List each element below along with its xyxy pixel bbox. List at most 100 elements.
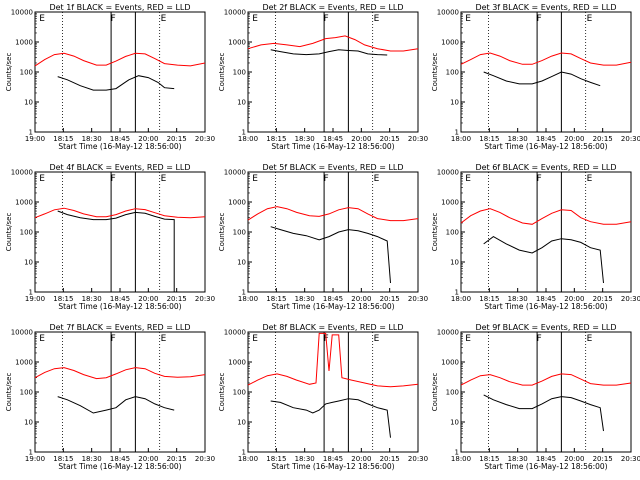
x-tick-label: 20:00 (564, 135, 584, 143)
y-tick-label: 1000 (228, 199, 246, 207)
interval-marker-label: E (587, 334, 593, 344)
x-tick-label: 18:00 (451, 135, 471, 143)
y-axis-label: Counts/sec (218, 53, 226, 92)
x-tick-label: 18:30 (82, 295, 102, 303)
x-tick-label: 20:30 (621, 295, 640, 303)
y-tick-label: 100 (20, 389, 33, 397)
x-axis-label: Start Time (16-May-12 18:56:00) (271, 302, 394, 311)
x-axis-label: Start Time (16-May-12 18:56:00) (484, 462, 607, 471)
y-axis-label: Counts/sec (431, 53, 439, 92)
plot-frame (34, 171, 206, 293)
interval-marker-label: E (161, 174, 167, 184)
y-tick-label: 100 (20, 69, 33, 77)
interval-marker-label: E (161, 14, 167, 24)
series-lld (34, 207, 206, 219)
x-tick-label: 18:15 (479, 455, 499, 463)
y-tick-label: 10 (450, 419, 459, 427)
x-tick-label: 20:15 (380, 295, 400, 303)
interval-marker-label: F (323, 174, 328, 184)
y-tick-label: 10000 (437, 329, 459, 337)
x-tick-label: 18:45 (536, 295, 556, 303)
x-tick-label: 18:15 (53, 455, 73, 463)
x-tick-label: 18:45 (110, 295, 130, 303)
x-tick-label: 18:00 (451, 455, 471, 463)
chart-panel-7: Det 7f BLACK = Events, RED = LLD 1 10 100 10… (5, 323, 215, 471)
y-tick-label: 10000 (224, 329, 246, 337)
panel-title: Det 1f BLACK = Events, RED = LLD (49, 3, 190, 12)
x-tick-label: 20:00 (351, 295, 371, 303)
series-lld (460, 52, 632, 66)
x-axis-label: Start Time (16-May-12 18:56:00) (484, 142, 607, 151)
panel-title: Det 9f BLACK = Events, RED = LLD (475, 323, 616, 332)
series-lld (247, 206, 419, 222)
x-tick-label: 18:15 (479, 135, 499, 143)
interval-marker-label: F (536, 334, 541, 344)
y-tick-label: 1000 (15, 359, 33, 367)
interval-marker-label: E (374, 334, 380, 344)
x-tick-label: 20:15 (167, 455, 187, 463)
y-tick-label: 100 (233, 69, 246, 77)
x-tick-label: 20:30 (408, 295, 428, 303)
series-events (57, 210, 175, 292)
chart-panel-3: Det 3f BLACK = Events, RED = LLD 1 10 100 10… (431, 3, 640, 151)
panel-title: Det 5f BLACK = Events, RED = LLD (262, 163, 403, 172)
y-tick-label: 10 (24, 259, 33, 267)
y-tick-label: 1 (242, 289, 246, 297)
series-lld (247, 332, 419, 388)
y-axis-label: Counts/sec (218, 373, 226, 412)
x-tick-label: 20:15 (167, 135, 187, 143)
interval-marker-label: E (252, 174, 258, 184)
y-tick-label: 100 (446, 69, 459, 77)
y-tick-label: 1000 (441, 199, 459, 207)
x-axis-label: Start Time (16-May-12 18:56:00) (484, 302, 607, 311)
x-tick-label: 18:30 (295, 455, 315, 463)
interval-marker-label: F (110, 174, 115, 184)
x-axis-label: Start Time (16-May-12 18:56:00) (58, 142, 181, 151)
chart-panel-1: Det 1f BLACK = Events, RED = LLD 1 10 100 10… (5, 3, 215, 151)
y-tick-label: 1000 (228, 359, 246, 367)
y-tick-label: 1000 (441, 359, 459, 367)
x-tick-label: 18:45 (110, 455, 130, 463)
x-tick-label: 18:45 (323, 455, 343, 463)
y-tick-label: 1 (455, 289, 459, 297)
x-tick-label: 18:00 (238, 135, 258, 143)
series-events (270, 398, 391, 438)
interval-marker-label: F (536, 14, 541, 24)
interval-marker-label: F (323, 14, 328, 24)
y-tick-label: 1 (29, 289, 33, 297)
interval-marker-label: E (39, 334, 45, 344)
x-axis-label: Start Time (16-May-12 18:56:00) (58, 462, 181, 471)
x-tick-label: 20:00 (138, 455, 158, 463)
plot-frame (460, 331, 632, 453)
x-tick-label: 18:45 (536, 135, 556, 143)
chart-panel-8: Det 8f BLACK = Events, RED = LLD 1 10 100 10… (218, 323, 428, 471)
y-tick-label: 10 (24, 419, 33, 427)
y-tick-label: 10 (450, 259, 459, 267)
y-tick-label: 10 (237, 259, 246, 267)
x-axis-label: Start Time (16-May-12 18:56:00) (58, 302, 181, 311)
x-axis-label: Start Time (16-May-12 18:56:00) (271, 462, 394, 471)
series-lld (460, 373, 632, 386)
y-axis-label: Counts/sec (5, 53, 13, 92)
y-tick-label: 10000 (224, 9, 246, 17)
y-axis-label: Counts/sec (431, 213, 439, 252)
y-axis-label: Counts/sec (431, 373, 439, 412)
x-tick-label: 20:15 (593, 295, 613, 303)
x-tick-label: 20:30 (621, 135, 640, 143)
plot-frame (247, 331, 419, 453)
panel-title: Det 6f BLACK = Events, RED = LLD (475, 163, 616, 172)
plot-frame (247, 171, 419, 293)
chart-panel-4: Det 4f BLACK = Events, RED = LLD 1 10 100 10… (5, 163, 215, 311)
interval-marker-label: E (161, 334, 167, 344)
y-axis-label: Counts/sec (5, 373, 13, 412)
y-tick-label: 10000 (11, 329, 33, 337)
y-tick-label: 10 (237, 419, 246, 427)
y-tick-label: 1 (29, 449, 33, 457)
x-tick-label: 20:30 (621, 455, 640, 463)
x-tick-label: 20:00 (564, 295, 584, 303)
y-tick-label: 10 (237, 99, 246, 107)
y-tick-label: 10000 (11, 169, 33, 177)
series-events (483, 71, 601, 87)
interval-marker-label: E (39, 14, 45, 24)
series-events (483, 394, 604, 432)
